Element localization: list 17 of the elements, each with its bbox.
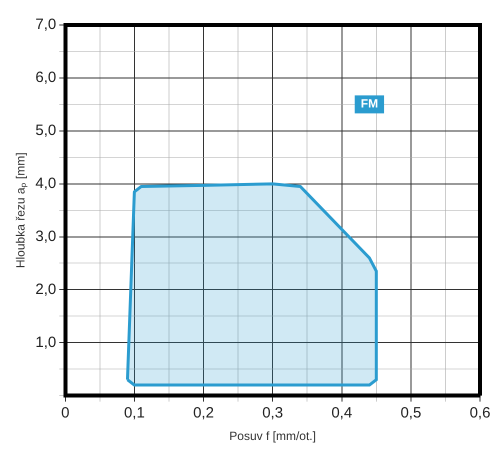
y-tick-label: 2,0 xyxy=(35,280,56,298)
y-tick-label: 4,0 xyxy=(35,174,56,192)
y-tick-label: 6,0 xyxy=(35,69,56,86)
x-tick-label: 0,1 xyxy=(124,404,145,422)
y-tick-label: 7,0 xyxy=(35,16,56,34)
x-tick-label: 0,6 xyxy=(470,404,490,422)
x-axis-title: Posuv f [mm/ot.] xyxy=(229,429,316,444)
x-tick-label: 0,2 xyxy=(193,404,214,422)
x-tick-label: 0,4 xyxy=(331,404,352,422)
x-tick-label: 0,5 xyxy=(400,404,422,422)
y-tick-label: 5,0 xyxy=(35,122,56,140)
annotation: FM xyxy=(360,96,378,111)
y-tick-label: 1,0 xyxy=(35,334,56,351)
y-axis-title: Hloubka řezu aₚ [mm] xyxy=(14,152,28,268)
x-tick-label: 0,3 xyxy=(262,404,284,422)
x-tick-label: 0 xyxy=(61,404,70,422)
y-tick-label: 3,0 xyxy=(35,228,56,245)
